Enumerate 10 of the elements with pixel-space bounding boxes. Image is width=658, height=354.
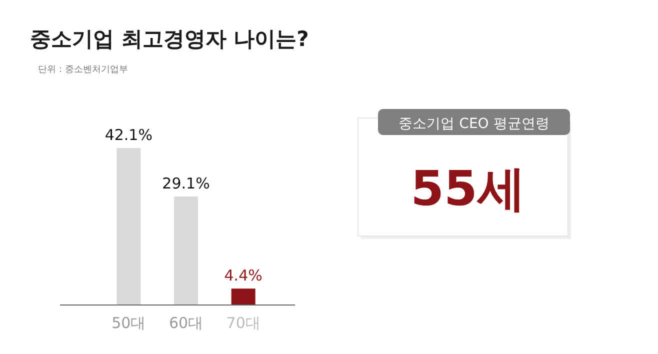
title: 중소기업 최고경영자 나이는? [30, 27, 309, 51]
annotation: 55세 [410, 161, 526, 217]
value-label: 42.1% [104, 126, 152, 144]
category-label: 60대 [168, 314, 204, 332]
category-label: 70대 [226, 314, 260, 332]
value-label: 4.4% [224, 266, 262, 285]
subtitle: 단위 : 중소벤처기업부 [38, 65, 128, 75]
category-label: 50대 [112, 314, 146, 332]
annotation: 중소기업 CEO 평균연령 [398, 116, 550, 132]
value-label: 29.1% [162, 174, 210, 192]
